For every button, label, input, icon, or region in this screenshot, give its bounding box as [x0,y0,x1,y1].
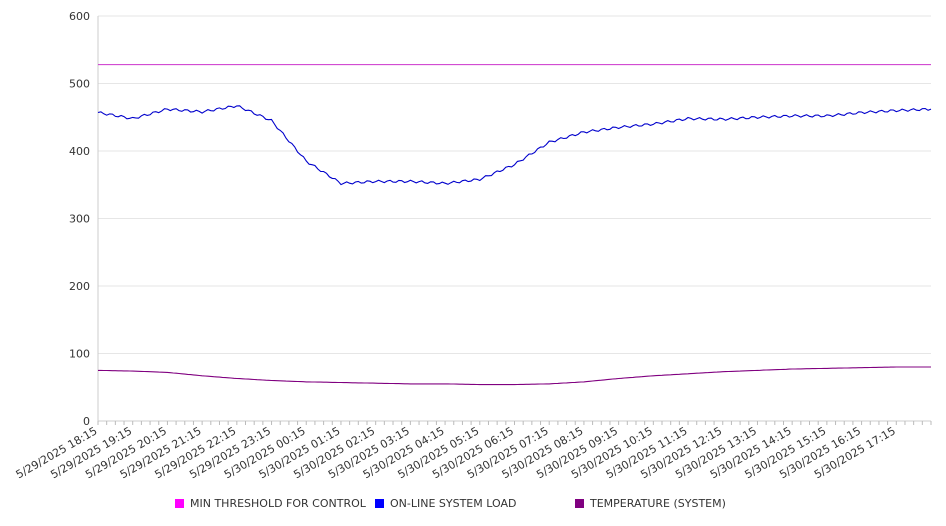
x-tick-labels: 5/29/2025 18:155/29/2025 19:155/29/2025 … [14,424,898,481]
y-tick-label-500: 500 [69,78,90,91]
legend-label-temperature: TEMPERATURE (SYSTEM) [590,497,726,510]
series-lines [97,64,932,386]
legend-label-threshold: MIN THRESHOLD FOR CONTROL [190,497,366,510]
y-tick-labels: 0 100 200 300 400 500 600 [69,10,90,428]
legend-swatch-load [375,499,384,508]
y-tick-label-200: 200 [69,280,90,293]
legend-swatch-temperature [575,499,584,508]
gridlines [98,15,931,354]
y-tick-label-300: 300 [69,213,90,226]
legend-item-threshold[interactable]: MIN THRESHOLD FOR CONTROL [175,497,366,510]
legend-item-load[interactable]: ON-LINE SYSTEM LOAD [375,497,516,510]
series-line-load [97,105,932,186]
y-tick-label-400: 400 [69,145,90,158]
legend: MIN THRESHOLD FOR CONTROL ON-LINE SYSTEM… [0,497,946,515]
series-line-temperature [98,366,931,386]
y-tick-label-0: 0 [83,415,90,428]
y-tick-label-600: 600 [69,10,90,23]
legend-item-temperature[interactable]: TEMPERATURE (SYSTEM) [575,497,726,510]
legend-swatch-threshold [175,499,184,508]
y-tick-label-100: 100 [69,348,90,361]
legend-label-load: ON-LINE SYSTEM LOAD [390,497,517,510]
axes [97,16,932,425]
